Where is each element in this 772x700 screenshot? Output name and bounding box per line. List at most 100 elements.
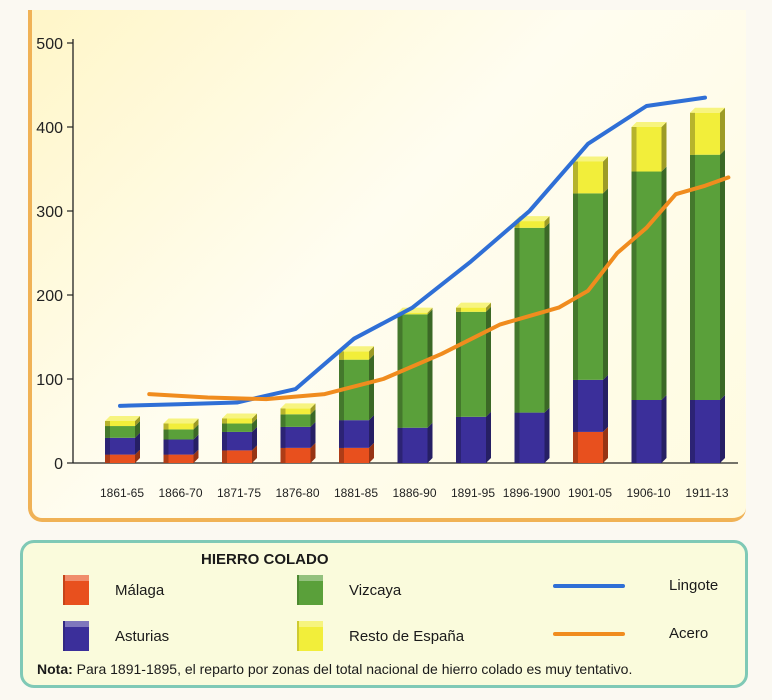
bar-segment-side	[369, 415, 374, 448]
bar-segment-shade	[631, 400, 637, 463]
bar-segment-shade	[690, 112, 695, 155]
bar-segment-shade	[280, 426, 286, 448]
bar-segment	[222, 423, 252, 432]
bar-segment-shade	[456, 311, 461, 417]
bar-segment-side	[252, 413, 257, 424]
bar-segment-side	[544, 407, 550, 463]
bar-segment	[163, 429, 194, 440]
legend-label-acero: Acero	[669, 625, 709, 642]
bar-segment-side	[310, 403, 316, 415]
legend-item-malaga: Málaga	[63, 575, 164, 605]
legend-label-vizcaya: Vizcaya	[349, 581, 402, 599]
bar-segment-shade	[163, 429, 169, 440]
bar-segment-shade	[163, 423, 169, 430]
bar-segment-side	[427, 307, 433, 315]
bar-segment-shade	[397, 427, 403, 463]
bar-segment-side	[135, 416, 140, 427]
y-tick-label: 200	[36, 288, 63, 305]
bar-segment-shade	[514, 221, 520, 228]
x-tick-label: 1861-65	[100, 486, 144, 500]
x-tick-label: 1901-05	[568, 486, 612, 500]
bar-segment-shade	[514, 412, 520, 463]
x-tick-label: 1906-10	[626, 486, 670, 500]
bar-segment-side	[603, 426, 608, 463]
bar-segment-shade	[690, 400, 695, 463]
bar-top-face	[573, 156, 608, 162]
x-tick-label: 1876-80	[275, 486, 319, 500]
bar-segment	[222, 450, 252, 463]
bar-segment	[514, 221, 545, 228]
bar-segment-side	[310, 409, 316, 427]
bar-segment-side	[661, 122, 667, 172]
legend-item-lingote: Lingote	[553, 577, 718, 594]
bar-segment	[280, 447, 311, 463]
bar-segment-side	[720, 107, 725, 155]
acero-line-swatch	[553, 631, 625, 636]
bar-segment	[339, 447, 369, 463]
legend-title: HIERRO COLADO	[201, 551, 329, 568]
bar-segment-shade	[339, 447, 344, 463]
bar-segment-side	[486, 306, 491, 417]
bar-segment	[222, 431, 252, 451]
bar-segment-side	[603, 188, 608, 380]
malaga-swatch	[63, 575, 89, 605]
x-tick-label: 1891-95	[451, 486, 495, 500]
bar-segment-shade	[456, 307, 461, 312]
y-tick-label: 300	[36, 204, 63, 221]
bar-segment	[339, 351, 369, 360]
bar-segment-shade	[163, 454, 169, 463]
legend-label-malaga: Málaga	[115, 581, 165, 599]
bar-segment-side	[135, 432, 140, 455]
bar-segment	[163, 439, 194, 455]
y-tick-label: 500	[36, 36, 63, 53]
bar-segment-side	[252, 426, 257, 451]
bar-segment-side	[544, 216, 550, 228]
chart: 0 100 200 300 400 500 1861-65 1866-70 1871-75 187…	[36, 36, 738, 500]
bar-segment-shade	[339, 351, 344, 360]
y-tick-label: 400	[36, 120, 63, 137]
bar-segment-shade	[339, 420, 344, 448]
bar-top-face	[222, 413, 257, 419]
bar-segment-side	[661, 166, 667, 400]
y-tick-label: 0	[54, 456, 63, 473]
legend-label-asturias: Asturias	[115, 627, 170, 645]
bar-top-face	[105, 416, 140, 421]
bar-segment-shade	[105, 421, 110, 427]
bar-segment-shade	[105, 426, 110, 438]
bar-segment-shade	[456, 416, 461, 463]
bar-segment	[105, 437, 135, 455]
footnote: Nota: Para 1891-1895, el reparto por zon…	[37, 661, 632, 677]
bar-segment	[456, 307, 486, 312]
bar-segment-shade	[280, 414, 286, 427]
bar-segment-shade	[222, 431, 227, 451]
note-label: Nota:	[37, 661, 73, 677]
bar-segment	[163, 454, 194, 463]
bar-segment-side	[369, 354, 374, 421]
bar-segment-shade	[163, 439, 169, 455]
bar-segment-shade	[631, 171, 637, 400]
bar-top-face	[339, 346, 374, 352]
bar-segment	[105, 426, 135, 438]
bar-segment-side	[135, 421, 140, 438]
vizcaya-swatch	[297, 575, 323, 605]
bar-segment-shade	[690, 154, 695, 400]
bar-segment	[280, 408, 311, 415]
lingote-line-swatch	[553, 583, 625, 588]
legend-item-vizcaya: Vizcaya	[297, 575, 401, 605]
bar-segment-side	[486, 302, 491, 312]
bar-segment-side	[193, 424, 199, 440]
x-tick-label: 1896-1900	[503, 486, 561, 500]
bar-segment	[163, 423, 194, 430]
bar-segment-side	[369, 442, 374, 463]
x-tick-label: 1886-90	[392, 486, 436, 500]
bar-segment-side	[427, 422, 433, 463]
legend-panel: HIERRO COLADO Málaga Asturias Vizcaya Re…	[20, 540, 748, 688]
legend-item-acero: Acero	[553, 625, 708, 642]
bar-segment-side	[193, 434, 199, 455]
bar-segment	[397, 312, 428, 315]
x-tick-label: 1911-13	[685, 486, 728, 500]
resto-swatch	[297, 621, 323, 651]
y-tick-label: 100	[36, 372, 63, 389]
bar-segment	[105, 454, 135, 463]
bar-segment-shade	[280, 408, 286, 415]
